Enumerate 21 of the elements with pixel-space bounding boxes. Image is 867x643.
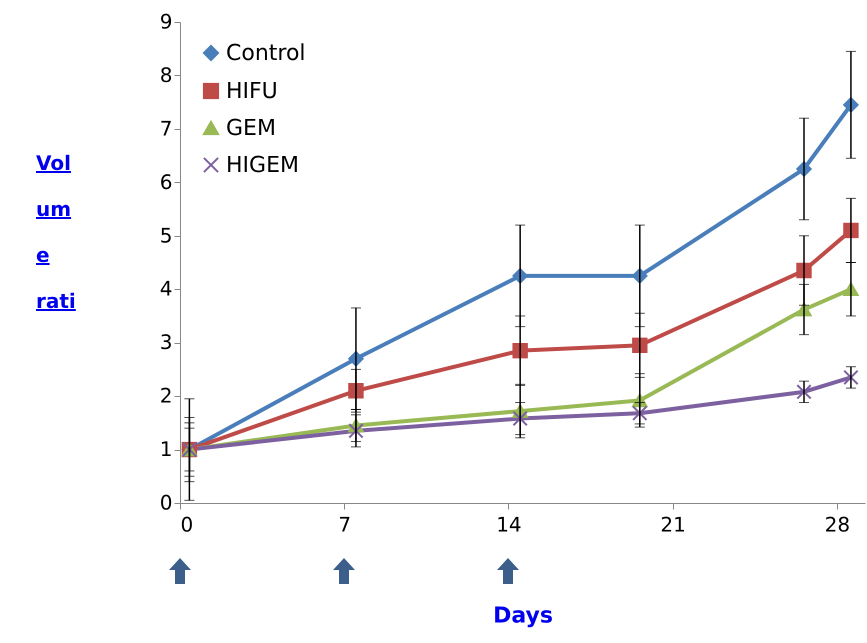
y-axis-title: Vol um e rati xyxy=(36,150,77,315)
y-tick-label: 6 xyxy=(160,170,172,194)
x-tick-label: 28 xyxy=(824,512,850,536)
y-tick-label: 7 xyxy=(160,116,172,140)
y-tick-label: 4 xyxy=(160,276,172,301)
x-tick-label: 21 xyxy=(660,512,686,536)
y-tick-label: 5 xyxy=(160,223,172,248)
y-tick-label: 2 xyxy=(160,384,172,408)
x-axis-title: Days xyxy=(493,604,553,628)
y-tick-label: 9 xyxy=(160,10,172,34)
y-tick-label: 0 xyxy=(160,490,172,514)
y-tick-label: 3 xyxy=(160,330,172,354)
legend-label: HIGEM xyxy=(226,153,299,178)
y-tick-label: 8 xyxy=(160,62,172,87)
legend-label: HIFU xyxy=(226,79,278,104)
x-tick-label: 0 xyxy=(180,512,194,536)
legend-label: GEM xyxy=(226,116,276,141)
legend-label: Control xyxy=(226,41,306,66)
x-tick-label: 14 xyxy=(496,512,522,536)
y-tick-label: 1 xyxy=(160,437,172,462)
x-tick-label: 7 xyxy=(338,512,352,536)
